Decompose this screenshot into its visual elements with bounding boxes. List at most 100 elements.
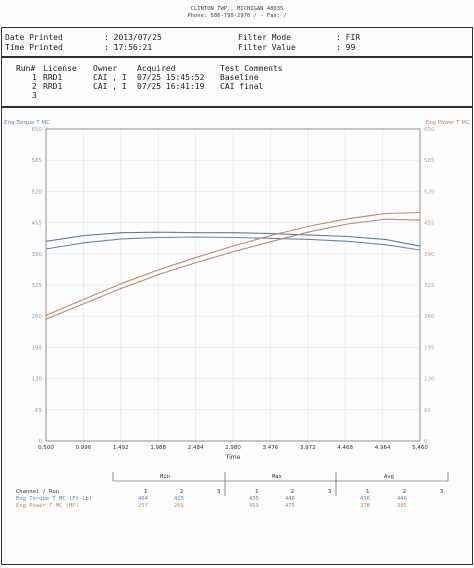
filter-value-value: : 99 xyxy=(336,43,356,52)
x-tick-label: 2.980 xyxy=(225,445,241,451)
x-axis-label: Time xyxy=(225,454,241,461)
filter-value-label: Filter Value xyxy=(238,43,296,52)
address-line: CLINTON TWP., MICHIGAN 48035 xyxy=(190,6,284,12)
x-tick-label: 3.972 xyxy=(300,445,316,451)
chart-ticks: 0.500 0.996 1.492 1.988 2.484 2.980 3.476 3.972… xyxy=(32,127,435,451)
run-owner: CAI , I xyxy=(93,73,127,82)
stats-cell: 378 xyxy=(360,503,370,509)
y-tick-label-right: 0 xyxy=(424,439,428,445)
stats-cell: 385 xyxy=(397,503,407,509)
run-acquired: 07/25 16:41:19 xyxy=(137,82,205,91)
x-tick-label: 5.460 xyxy=(412,445,428,451)
y-tick-label-left: 650 xyxy=(32,127,43,133)
time-label: Time Printed xyxy=(5,43,63,52)
stats-run-num: 3 xyxy=(440,489,444,495)
y-tick-label-left: 585 xyxy=(32,158,43,164)
stats-channel-label: Channel / Run xyxy=(16,489,60,495)
y-tick-label-right: 455 xyxy=(424,221,435,227)
chart-box xyxy=(1,107,473,565)
filter-mode-label: Filter Mode xyxy=(238,33,291,42)
filter-mode-value: : FIR xyxy=(336,33,361,42)
y-tick-label-right: 520 xyxy=(424,189,435,195)
series-line-3 xyxy=(45,211,421,316)
date-value: : 2013/07/25 xyxy=(104,33,162,42)
stats-run-num: 2 xyxy=(291,489,295,495)
x-tick-label: 0.500 xyxy=(38,445,54,451)
runs-header-comments: Test Comments xyxy=(220,64,283,73)
runs-header-acquired: Acquired xyxy=(137,64,176,73)
stats-cell: 435 xyxy=(249,496,259,502)
y-tick-label-right: 130 xyxy=(424,377,435,383)
y-tick-label-right: 195 xyxy=(424,345,435,351)
y-tick-label-right: 260 xyxy=(424,314,435,320)
stats-run-num: 1 xyxy=(144,489,148,495)
stats-cell: 446 xyxy=(285,496,295,502)
chart-axes xyxy=(45,128,421,442)
series-line-4 xyxy=(45,218,421,320)
series-line-1 xyxy=(45,231,421,247)
plot-area-border xyxy=(45,128,421,442)
stats-run-num: 2 xyxy=(403,489,407,495)
x-tick-label: 1.492 xyxy=(113,445,129,451)
chart-lines xyxy=(45,211,421,320)
stats-run-num: 1 xyxy=(366,489,370,495)
y-tick-label-right: 650 xyxy=(424,127,435,133)
y-tick-label-right: 390 xyxy=(424,252,435,258)
stats-run-num: 2 xyxy=(180,489,184,495)
right-axis-label: Eng Power T MC xyxy=(426,120,470,126)
time-value: : 17:56:21 xyxy=(104,43,153,52)
x-tick-label: 4.964 xyxy=(375,445,391,451)
y-tick-label-left: 390 xyxy=(32,252,43,258)
stats-cell: 446 xyxy=(397,496,407,502)
run-license: RRD1 xyxy=(43,73,63,82)
run-num: 3 xyxy=(32,91,37,100)
y-tick-label-right: 585 xyxy=(424,158,435,164)
info-box xyxy=(1,27,473,57)
x-tick-label: 0.996 xyxy=(76,445,92,451)
series-line-2 xyxy=(45,236,421,251)
x-tick-label: 4.468 xyxy=(337,445,353,451)
x-tick-label: 1.988 xyxy=(150,445,166,451)
y-tick-label-right: 325 xyxy=(424,283,435,289)
report-header: CLINTON TWP., MICHIGAN 48035 Phone: 586-… xyxy=(0,6,474,20)
stats-run-num: 3 xyxy=(328,489,332,495)
run-num: 1 xyxy=(32,73,37,82)
run-comments: Baseline xyxy=(220,73,259,82)
stats-cell: 257 xyxy=(138,503,148,509)
run-acquired: 07/25 15:45:52 xyxy=(137,73,205,82)
runs-header-run: Run# xyxy=(16,64,36,73)
run-comments: CAI final xyxy=(220,82,264,91)
stats-run-num: 1 xyxy=(255,489,259,495)
stats-cell: 459 xyxy=(249,503,259,509)
phone-line: Phone: 586-790-2970 / - Fax: / xyxy=(187,13,287,19)
x-tick-label: 3.476 xyxy=(263,445,279,451)
y-tick-label-left: 260 xyxy=(32,314,43,320)
y-tick-label-right: 65 xyxy=(424,408,431,414)
y-tick-label-left: 195 xyxy=(32,345,43,351)
y-tick-label-left: 65 xyxy=(35,408,42,414)
date-label: Date Printed xyxy=(5,33,63,42)
stats-cell: 266 xyxy=(174,503,184,509)
stats-cell: 475 xyxy=(285,503,295,509)
runs-box xyxy=(1,57,473,107)
stats-row-name: Eng Torque T MC (Ft-Lb) xyxy=(16,496,93,502)
run-license: RRD1 xyxy=(43,82,63,91)
y-tick-label-left: 130 xyxy=(32,377,43,383)
stats-group-min: Min xyxy=(160,474,170,480)
run-owner: CAI , I xyxy=(93,82,127,91)
stats-cell: 415 xyxy=(174,496,184,502)
stats-cell: 404 xyxy=(138,496,148,502)
stats-run-num: 3 xyxy=(217,489,221,495)
runs-header-license: License xyxy=(43,64,77,73)
y-tick-label-left: 455 xyxy=(32,221,43,227)
y-tick-label-left: 0 xyxy=(39,439,43,445)
stats-cell: 416 xyxy=(360,496,370,502)
runs-header-owner: Owner xyxy=(93,64,118,73)
left-axis-label: Eng Torque T MC xyxy=(4,120,50,126)
stats-group-max: Max xyxy=(272,474,282,480)
y-tick-label-left: 520 xyxy=(32,189,43,195)
stats-group-avg: Avg xyxy=(384,474,394,480)
